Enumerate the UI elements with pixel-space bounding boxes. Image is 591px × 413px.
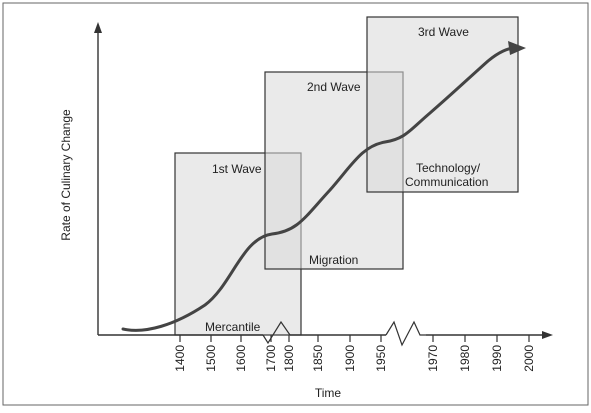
x-tick-label: 1990 — [490, 345, 504, 372]
x-tick-label: 1900 — [343, 345, 357, 372]
culinary-change-curve — [121, 46, 514, 332]
wave-label-3: 3rd Wave — [418, 25, 469, 39]
x-axis-arrow — [542, 331, 553, 339]
wave-box-3 — [366, 16, 519, 193]
x-tick-label: 1950 — [374, 345, 388, 372]
x-tick-label: 1800 — [282, 345, 296, 372]
x-tick-label: 1850 — [311, 345, 325, 372]
curve-arrowhead — [508, 41, 526, 55]
y-axis-arrow — [94, 22, 102, 33]
x-tick-label: 1500 — [204, 345, 218, 372]
axis-break-2 — [385, 320, 426, 347]
x-tick-label: 1600 — [234, 345, 248, 372]
x-tick-label: 1970 — [426, 345, 440, 372]
x-tick-label: 1400 — [173, 345, 187, 372]
axis-break-1 — [262, 320, 291, 345]
wave-label-1: 1st Wave — [212, 162, 262, 176]
y-axis-title: Rate of Culinary Change — [59, 109, 73, 241]
theme-label-mercantile: Mercantile — [205, 320, 261, 334]
theme-label-technology: Technology/Communication — [405, 161, 488, 189]
theme-label-migration: Migration — [309, 253, 358, 267]
x-tick-label: 1980 — [458, 345, 472, 372]
x-ticks: 1400 1500 1600 1700 1800 1850 1900 1950 1970 1980… — [173, 335, 536, 372]
x-axis-title: Time — [315, 386, 342, 400]
x-tick-label: 2000 — [522, 345, 536, 372]
wave-label-2: 2nd Wave — [307, 80, 361, 94]
figure-frame — [2, 2, 589, 406]
x-tick-label: 1700 — [264, 345, 278, 372]
